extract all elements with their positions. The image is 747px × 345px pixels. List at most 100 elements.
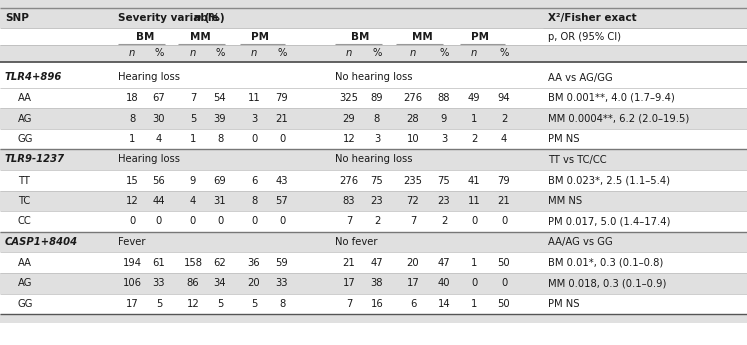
Text: 235: 235 (403, 176, 423, 186)
Text: 54: 54 (214, 93, 226, 103)
Text: AA vs AG/GG: AA vs AG/GG (548, 72, 613, 82)
Text: GG: GG (18, 299, 34, 309)
Text: 69: 69 (214, 176, 226, 186)
Text: No hearing loss: No hearing loss (335, 72, 412, 82)
Text: 61: 61 (152, 257, 165, 267)
Text: 8: 8 (251, 196, 257, 206)
Text: CASP1+8404: CASP1+8404 (5, 237, 78, 247)
Text: 33: 33 (152, 278, 165, 288)
Text: 17: 17 (343, 278, 356, 288)
Text: 40: 40 (438, 278, 450, 288)
Text: SNP: SNP (5, 13, 29, 23)
Text: 67: 67 (152, 93, 165, 103)
Bar (0, 129, 747, 149)
Text: 47: 47 (371, 257, 383, 267)
Text: (%): (%) (201, 13, 225, 23)
Text: 50: 50 (498, 257, 510, 267)
Text: AA: AA (18, 93, 32, 103)
Text: 21: 21 (276, 114, 288, 124)
Text: PM NS: PM NS (548, 134, 580, 144)
Text: 16: 16 (371, 299, 383, 309)
Text: PM: PM (471, 31, 489, 41)
Bar (0, 45, 747, 62)
Text: 8: 8 (374, 114, 380, 124)
Text: 0: 0 (501, 217, 507, 227)
Text: MM 0.0004**, 6.2 (2.0–19.5): MM 0.0004**, 6.2 (2.0–19.5) (548, 114, 689, 124)
Bar (0, 28, 747, 45)
Bar (0, 8, 747, 28)
Text: 4: 4 (190, 196, 196, 206)
Text: 1: 1 (471, 114, 477, 124)
Text: 7: 7 (346, 299, 352, 309)
Text: n: n (190, 49, 196, 59)
Bar (0, 273, 747, 294)
Text: 6: 6 (410, 299, 416, 309)
Bar (0, 67, 747, 88)
Text: 0: 0 (501, 278, 507, 288)
Text: No hearing loss: No hearing loss (335, 155, 412, 165)
Text: 0: 0 (129, 217, 135, 227)
Text: 18: 18 (125, 93, 138, 103)
Text: 9: 9 (190, 176, 196, 186)
Text: 3: 3 (251, 114, 257, 124)
Text: AG: AG (18, 114, 33, 124)
Text: 2: 2 (374, 217, 380, 227)
Text: 325: 325 (339, 93, 359, 103)
Text: n: n (346, 49, 352, 59)
Text: BM 0.01*, 0.3 (0.1–0.8): BM 0.01*, 0.3 (0.1–0.8) (548, 257, 663, 267)
Text: 75: 75 (438, 176, 450, 186)
Text: TT vs TC/CC: TT vs TC/CC (548, 155, 607, 165)
Text: 79: 79 (276, 93, 288, 103)
Text: 57: 57 (276, 196, 288, 206)
Bar (0, 294, 747, 314)
Text: 2: 2 (441, 217, 447, 227)
Text: 21: 21 (343, 257, 356, 267)
Text: TLR9-1237: TLR9-1237 (5, 155, 65, 165)
Text: GG: GG (18, 134, 34, 144)
Text: 43: 43 (276, 176, 288, 186)
Text: 49: 49 (468, 93, 480, 103)
Text: 0: 0 (471, 217, 477, 227)
Text: No fever: No fever (335, 237, 377, 247)
Text: 36: 36 (248, 257, 260, 267)
Text: 0: 0 (190, 217, 196, 227)
Text: MM 0.018, 0.3 (0.1–0.9): MM 0.018, 0.3 (0.1–0.9) (548, 278, 666, 288)
Text: 12: 12 (125, 196, 138, 206)
Text: 38: 38 (371, 278, 383, 288)
Text: %: % (439, 49, 449, 59)
Text: 47: 47 (438, 257, 450, 267)
Text: 12: 12 (343, 134, 356, 144)
Text: 11: 11 (247, 93, 261, 103)
Text: 21: 21 (498, 196, 510, 206)
Text: 3: 3 (374, 134, 380, 144)
Bar (0, 149, 747, 170)
Text: 20: 20 (248, 278, 260, 288)
Text: Fever: Fever (118, 237, 146, 247)
Text: %: % (155, 49, 164, 59)
Bar (0, 88, 747, 108)
Text: 276: 276 (403, 93, 423, 103)
Text: 158: 158 (184, 257, 202, 267)
Text: n: n (410, 49, 416, 59)
Text: 10: 10 (406, 134, 419, 144)
Text: PM 0.017, 5.0 (1.4–17.4): PM 0.017, 5.0 (1.4–17.4) (548, 217, 670, 227)
Text: 72: 72 (406, 196, 419, 206)
Text: 34: 34 (214, 278, 226, 288)
Text: 23: 23 (371, 196, 383, 206)
Text: 31: 31 (214, 196, 226, 206)
Text: 7: 7 (346, 217, 352, 227)
Text: 2: 2 (471, 134, 477, 144)
Text: 106: 106 (123, 278, 141, 288)
Text: 0: 0 (217, 217, 223, 227)
Text: 5: 5 (190, 114, 196, 124)
Text: 7: 7 (410, 217, 416, 227)
Text: 0: 0 (471, 278, 477, 288)
Text: 88: 88 (438, 93, 450, 103)
Text: 1: 1 (471, 257, 477, 267)
Text: AA/AG vs GG: AA/AG vs GG (548, 237, 613, 247)
Text: MM: MM (412, 31, 433, 41)
Text: 41: 41 (468, 176, 480, 186)
Text: %: % (215, 49, 225, 59)
Text: 17: 17 (406, 278, 419, 288)
Text: 0: 0 (251, 134, 257, 144)
